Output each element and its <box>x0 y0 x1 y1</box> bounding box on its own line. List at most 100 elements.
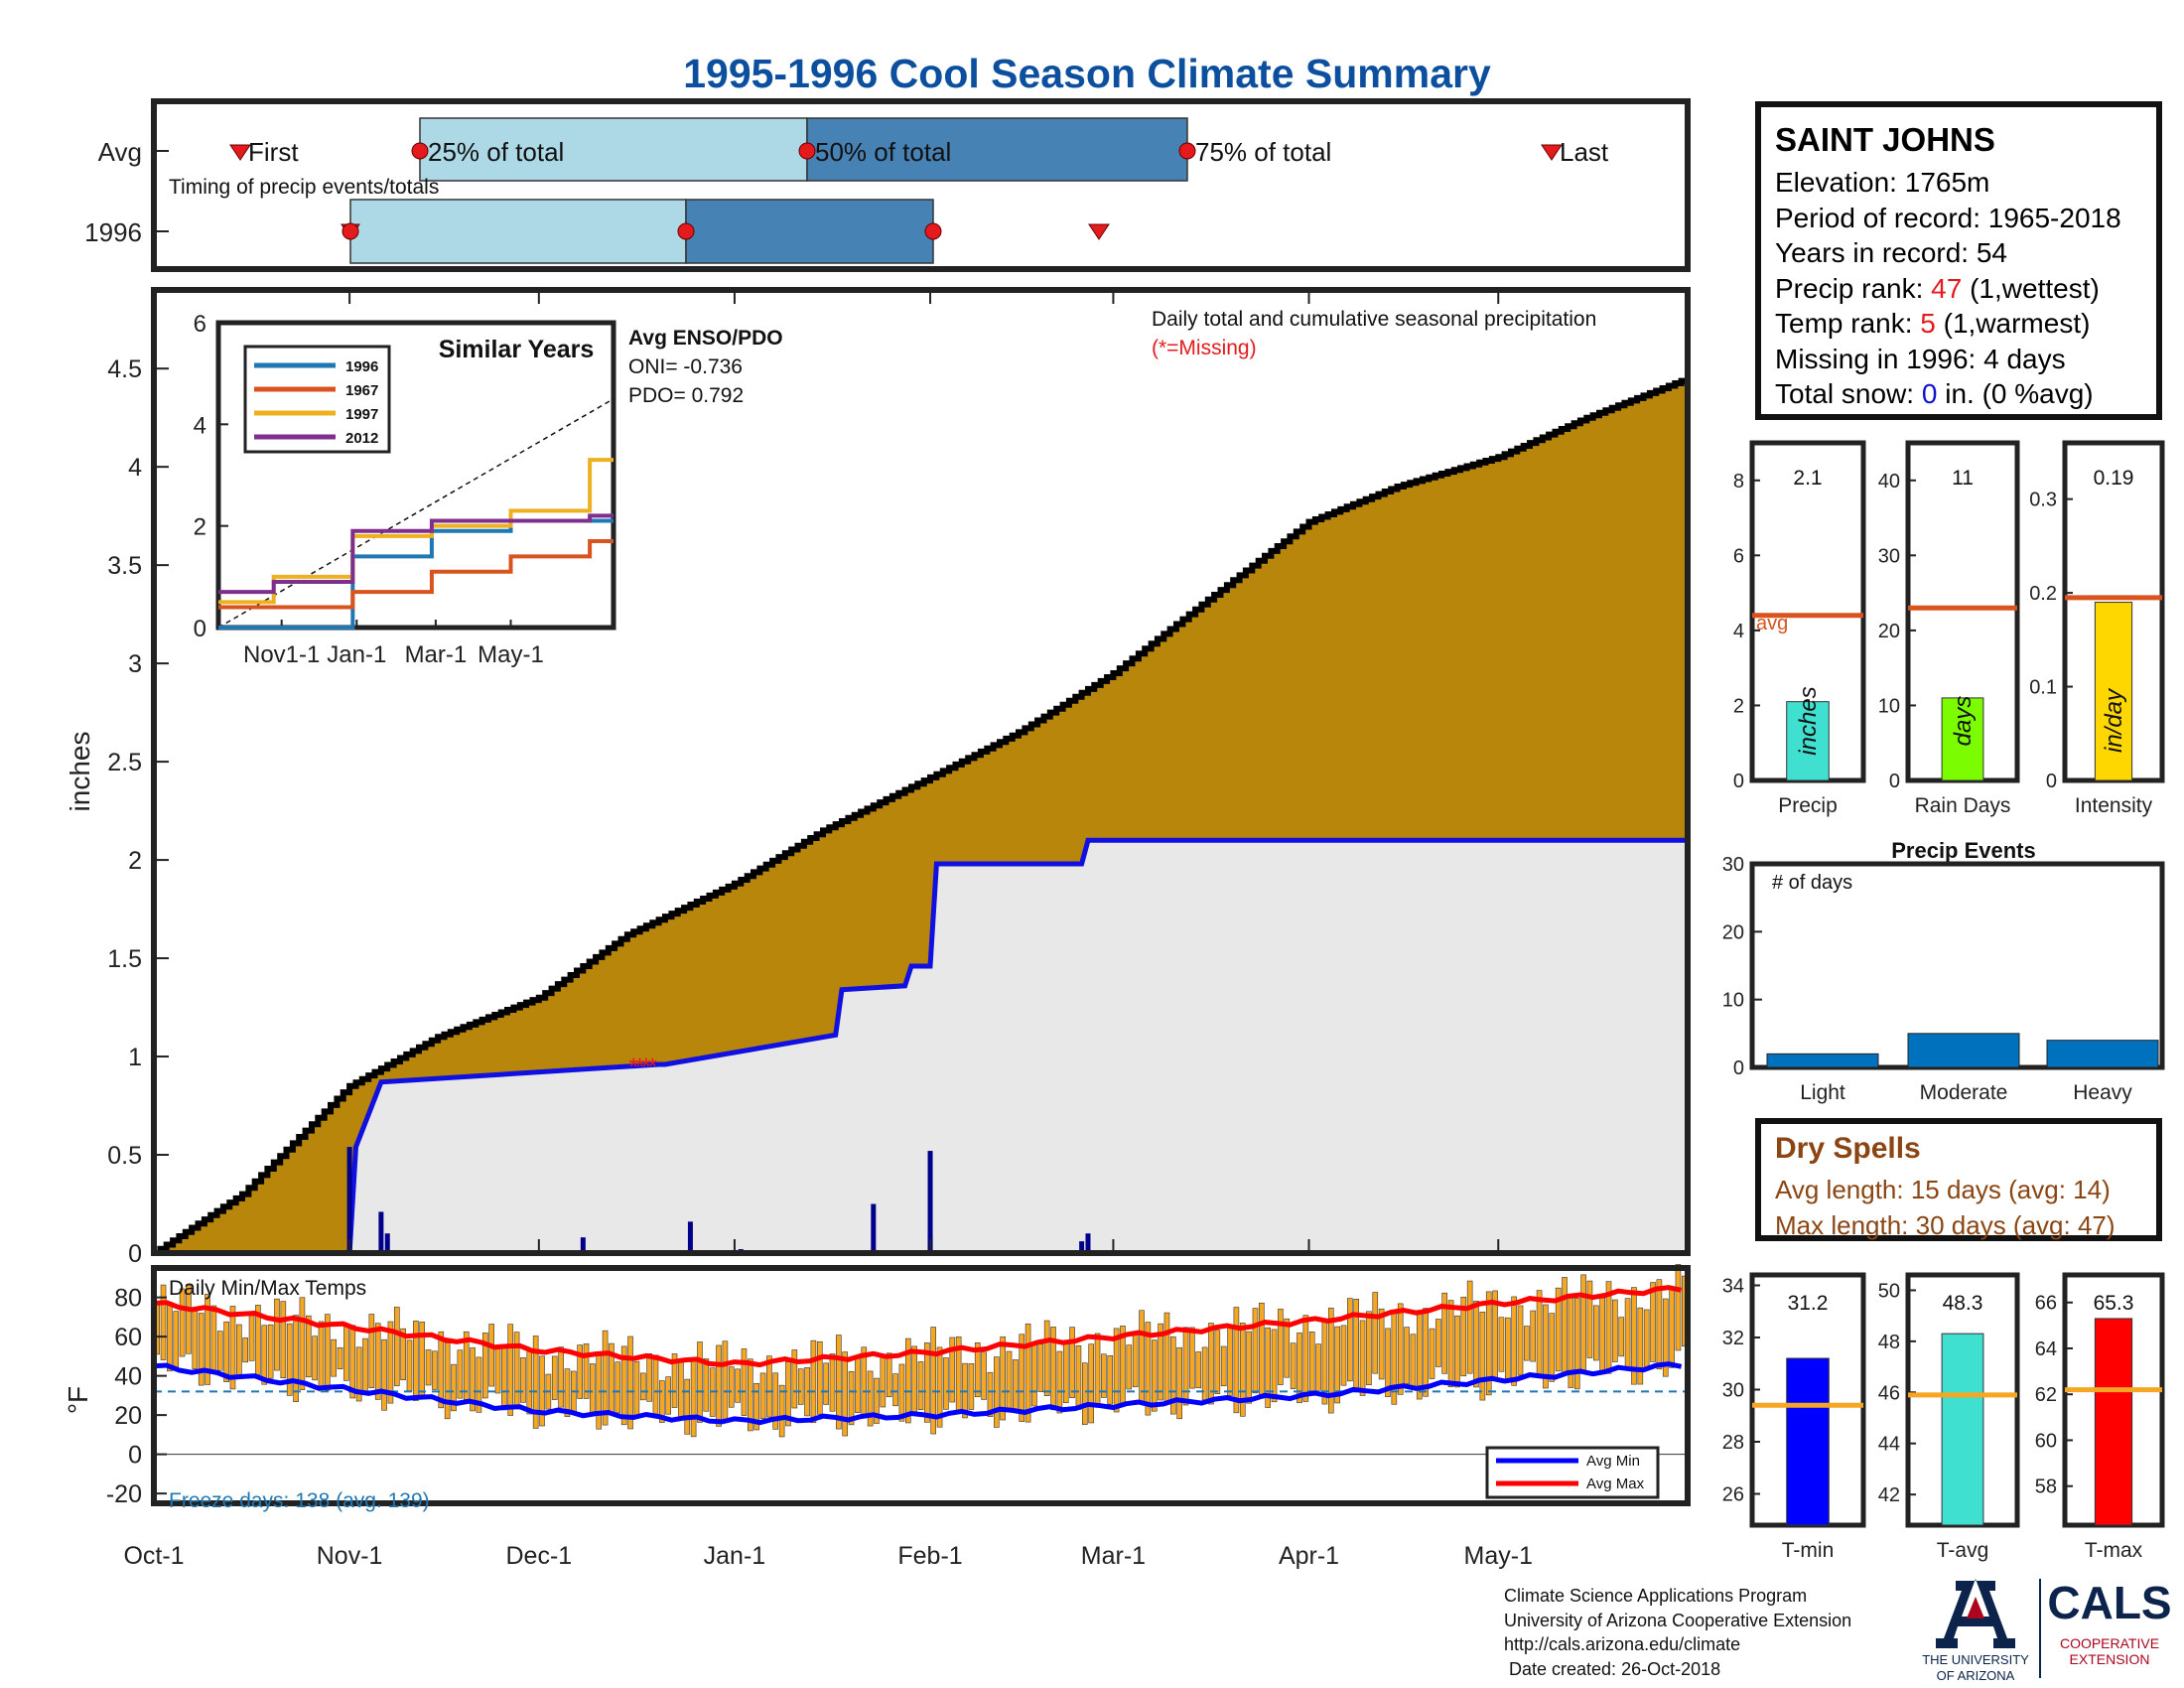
dry-spells-avg: Avg length: 15 days (avg: 14) <box>1775 1175 2111 1204</box>
inset-lines: 0 2 4 6 Nov1-1 Jan-1 Mar-1 May-1 <box>194 311 614 668</box>
daily-temp-bar <box>205 1294 210 1385</box>
daily-temp-bar <box>526 1350 533 1415</box>
inset-xtick-label: May-1 <box>478 641 544 668</box>
daily-temp-bar <box>1233 1307 1240 1414</box>
daily-temp-bar <box>1447 1300 1454 1387</box>
daily-temp-bar <box>590 1363 596 1416</box>
daily-temp-bar <box>1278 1309 1284 1385</box>
daily-temp-bar <box>1013 1359 1019 1411</box>
dry-spells-title: Dry Spells <box>1775 1132 1921 1165</box>
daily-temp-bar <box>1573 1298 1580 1390</box>
daily-temp-bar <box>1479 1312 1486 1401</box>
daily-temp-bar <box>974 1341 981 1398</box>
mini-ytick-label: 0.1 <box>2029 677 2057 699</box>
daily-temp-bar <box>1605 1281 1612 1374</box>
timing-last-marker <box>1541 144 1563 161</box>
daily-temp-bar <box>532 1336 539 1429</box>
daily-temp-bar <box>337 1346 343 1369</box>
daily-temp-bar <box>558 1346 564 1408</box>
daily-temp-bar <box>1441 1292 1448 1374</box>
footer-line: Date created: 26-Oct-2018 <box>1504 1658 1721 1679</box>
temps-caption: Daily Min/Max Temps <box>169 1277 366 1300</box>
daily-temp-bar <box>1024 1323 1031 1423</box>
daily-temp-bar <box>438 1331 445 1409</box>
daily-temp-bar <box>267 1324 274 1379</box>
ua-logo-line1: THE UNIVERSITY <box>1922 1652 2029 1667</box>
mini-unit-label: in/day <box>2101 687 2127 753</box>
precip-ytick-label: 3 <box>128 650 142 678</box>
daily-temp-bar <box>855 1355 861 1413</box>
station-temp-rank: Temp rank: 5 (1,warmest) <box>1775 306 2142 342</box>
figure-title: 1995-1996 Cool Season Climate Summary <box>683 51 1491 96</box>
daily-temp-bar <box>1082 1362 1088 1425</box>
date-tick-label: Feb-1 <box>897 1542 962 1570</box>
temp-summary-label: T-avg <box>1937 1539 1989 1562</box>
temps-legend-max: Avg Max <box>1586 1476 1645 1492</box>
season-cumulative-area <box>154 840 1688 1253</box>
temperature-summary-bars: 26 28 30 32 34 31.2 T-min 42 44 46 48 50 48.3 T-avg 58… <box>1722 1272 2165 1562</box>
daily-temp-bar <box>1410 1334 1417 1389</box>
daily-temp-bar <box>848 1370 855 1426</box>
daily-temp-bar <box>1101 1353 1107 1398</box>
mini-avg-label: avg <box>1756 613 1788 634</box>
timing-caption: Timing of precip events/totals <box>169 176 439 199</box>
daily-temp-bar <box>671 1353 678 1408</box>
daily-temp-bar <box>892 1373 898 1407</box>
daily-temp-bar <box>488 1324 494 1387</box>
timing-row-avg: Avg <box>98 137 142 167</box>
daily-temp-bar <box>936 1346 943 1428</box>
daily-temp-bar <box>1176 1346 1182 1420</box>
station-info-panel: SAINT JOHNS Elevation: 1765m Period of r… <box>1755 101 2162 420</box>
daily-temp-bar <box>1037 1343 1044 1392</box>
dry-spells-max: Max length: 30 days (avg: 47) <box>1775 1210 2116 1240</box>
daily-temp-bar <box>160 1284 167 1360</box>
daily-temp-bar <box>772 1372 779 1430</box>
daily-temp-bar <box>513 1332 520 1408</box>
precip-ytick-label: 3.5 <box>107 552 142 580</box>
precip-ytick-label: 0.5 <box>107 1142 142 1170</box>
daily-temp-bar <box>1435 1319 1441 1367</box>
daily-temp-bar <box>1511 1296 1517 1386</box>
station-precip-rank: Precip rank: 47 (1,wettest) <box>1775 271 2142 307</box>
freeze-days: Freeze days: 138 (avg. 139) <box>169 1489 430 1512</box>
temps-ytick-label: 20 <box>114 1402 142 1430</box>
daily-temp-bar <box>1069 1327 1075 1398</box>
daily-precip-bar <box>378 1211 384 1253</box>
events-category-label: Heavy <box>2073 1081 2132 1104</box>
daily-temp-bar <box>451 1363 457 1412</box>
temp-summary-ytick-label: 30 <box>1722 1380 1744 1402</box>
footer-credits: Climate Science Applications Program Uni… <box>1504 1584 1851 1681</box>
date-tick-label: Dec-1 <box>505 1542 572 1570</box>
timing-p75-marker <box>1178 142 1196 160</box>
cals-line2: EXTENSION <box>2070 1651 2150 1667</box>
daily-temp-bar <box>1650 1282 1656 1362</box>
temp-summary-ytick-label: 26 <box>1722 1484 1744 1506</box>
precip-ytick-label: 1 <box>128 1044 142 1071</box>
daily-temp-bar <box>444 1342 451 1420</box>
inset-xtick-label: Nov1-1 <box>243 641 320 668</box>
daily-temp-bar <box>1466 1280 1473 1374</box>
daily-temp-bar <box>286 1323 293 1396</box>
daily-temp-bar <box>1624 1298 1631 1369</box>
daily-temp-bar <box>1290 1342 1297 1389</box>
temps-lines <box>153 1285 1688 1456</box>
precip-ytick-label: 2 <box>128 847 142 875</box>
mini-value-bar <box>2094 602 2133 781</box>
daily-temp-bar <box>393 1307 400 1386</box>
daily-temp-bar <box>1485 1291 1492 1396</box>
daily-temp-bar <box>1139 1310 1145 1403</box>
date-tick-label: Apr-1 <box>1279 1542 1339 1570</box>
snow-label: Total snow: <box>1775 378 1922 409</box>
precip-ytick-label: 0 <box>128 1240 142 1268</box>
mini-ytick-label: 0 <box>2046 771 2057 792</box>
daily-temp-bar <box>690 1360 697 1438</box>
footer-line: University of Arizona Cooperative Extens… <box>1504 1610 1852 1630</box>
daily-temp-bar <box>1549 1313 1556 1382</box>
daily-temp-bar <box>659 1380 665 1423</box>
daily-temp-bar <box>1385 1328 1391 1397</box>
daily-temp-bar <box>1366 1311 1372 1386</box>
timing-1996-p75-marker <box>924 222 942 240</box>
missing-marker: * <box>648 1054 657 1080</box>
